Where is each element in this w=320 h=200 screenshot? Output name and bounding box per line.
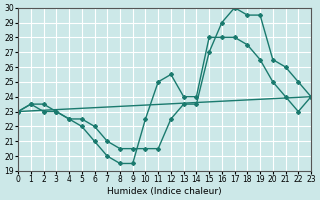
X-axis label: Humidex (Indice chaleur): Humidex (Indice chaleur) bbox=[107, 187, 222, 196]
